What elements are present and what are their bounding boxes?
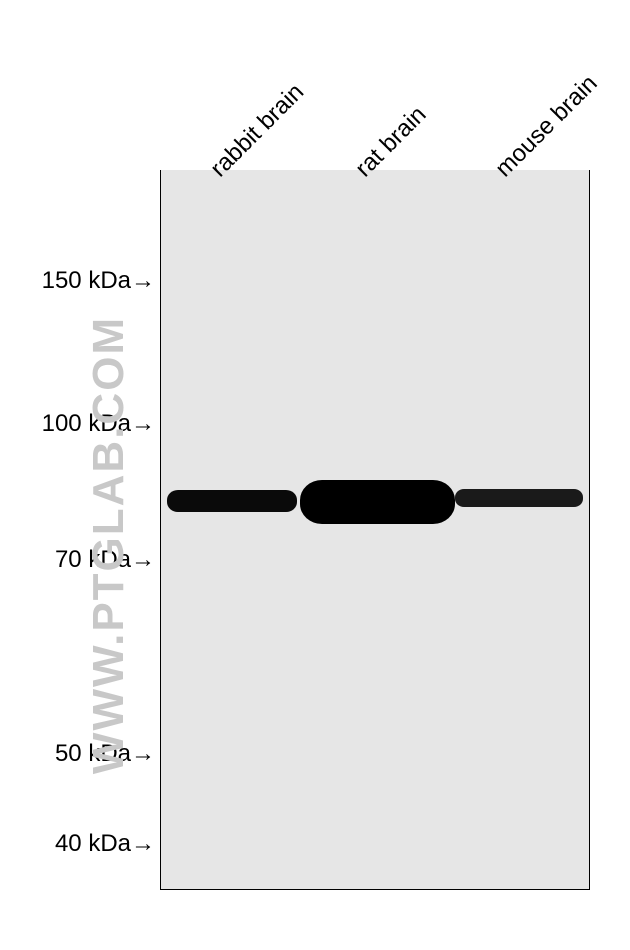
- marker-label-4: 40 kDa→: [25, 830, 155, 858]
- watermark-text: WWW.PTGLAB.COM: [84, 316, 134, 774]
- band-lane-1: [300, 480, 455, 524]
- band-lane-2: [455, 489, 583, 507]
- lane-label-2: mouse brain: [490, 70, 603, 183]
- western-blot-figure: WWW.PTGLAB.COM rabbit brain rat brain mo…: [0, 0, 630, 950]
- marker-label-0: 150 kDa→: [25, 267, 155, 295]
- lane-label-0: rabbit brain: [205, 78, 310, 183]
- band-lane-0: [167, 490, 297, 512]
- blot-membrane: [160, 170, 590, 890]
